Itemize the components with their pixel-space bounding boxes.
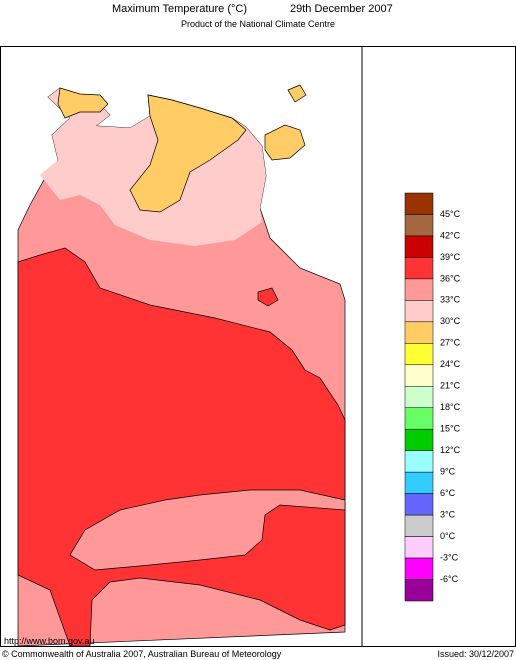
legend-label: -3°C bbox=[440, 552, 459, 562]
issued: Issued: 30/12/2007 bbox=[437, 649, 514, 659]
legend: 45°C 42°C 39°C 36°C 33°C 30°C 27°C 24°C 21°C 18°C… bbox=[404, 192, 461, 602]
legend-swatch bbox=[404, 450, 434, 473]
title: Maximum Temperature (°C) bbox=[112, 3, 247, 15]
legend-swatch bbox=[404, 514, 434, 537]
legend-label: 3°C bbox=[440, 509, 456, 519]
legend-swatch bbox=[404, 428, 434, 451]
zone-27-north bbox=[287, 84, 307, 103]
legend-label: 39°C bbox=[440, 252, 461, 262]
legend-swatch bbox=[404, 493, 434, 516]
legend-swatch bbox=[404, 471, 434, 494]
legend-swatch bbox=[404, 192, 434, 215]
legend-label: 6°C bbox=[440, 488, 456, 498]
date: 29th December 2007 bbox=[290, 3, 393, 15]
legend-label: 9°C bbox=[440, 467, 456, 477]
zone-27-west bbox=[57, 87, 109, 119]
url: http://www.bom.gov.au bbox=[4, 636, 94, 646]
zone-27-east bbox=[264, 124, 306, 161]
legend-swatch bbox=[404, 364, 434, 387]
legend-swatch bbox=[404, 407, 434, 430]
legend-label: 27°C bbox=[440, 338, 461, 348]
zone-36-island bbox=[257, 287, 279, 307]
legend-swatch bbox=[404, 235, 434, 258]
legend-label: 21°C bbox=[440, 381, 461, 391]
legend-swatch bbox=[404, 579, 434, 602]
legend-swatch bbox=[404, 557, 434, 580]
legend-label: 12°C bbox=[440, 445, 461, 455]
copyright: © Commonwealth of Australia 2007, Austra… bbox=[2, 649, 282, 659]
legend-label: 24°C bbox=[440, 359, 461, 369]
legend-swatch bbox=[404, 343, 434, 366]
legend-label: 30°C bbox=[440, 316, 461, 326]
legend-label: 15°C bbox=[440, 424, 461, 434]
legend-label: 18°C bbox=[440, 402, 461, 412]
legend-swatch bbox=[404, 214, 434, 237]
zone-33-lobe bbox=[69, 489, 346, 571]
legend-label: -6°C bbox=[440, 574, 459, 584]
legend-swatch bbox=[404, 300, 434, 323]
legend-label: 0°C bbox=[440, 531, 456, 541]
map bbox=[17, 84, 346, 647]
subtitle: Product of the National Climate Centre bbox=[181, 19, 335, 29]
legend-swatch bbox=[404, 257, 434, 280]
legend-swatch bbox=[404, 386, 434, 408]
legend-swatch bbox=[404, 536, 434, 559]
legend-swatch bbox=[404, 278, 434, 301]
zone-27-central bbox=[129, 94, 247, 213]
legend-label: 42°C bbox=[440, 230, 461, 240]
legend-label: 45°C bbox=[440, 209, 461, 219]
legend-label: 33°C bbox=[440, 295, 461, 305]
legend-label: 36°C bbox=[440, 273, 461, 283]
legend-swatch bbox=[404, 321, 434, 344]
